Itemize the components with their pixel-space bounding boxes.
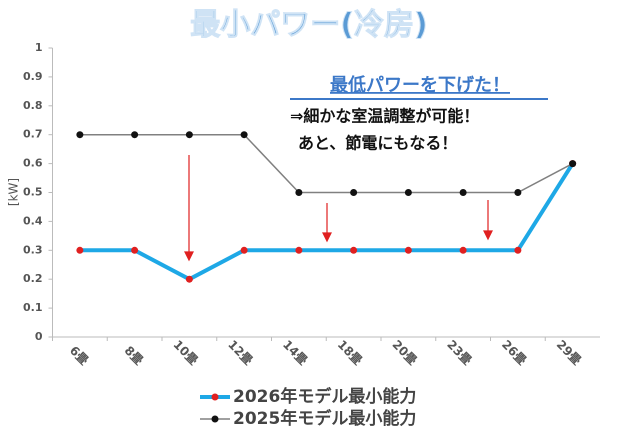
y-tick-label: 0.1	[23, 301, 43, 314]
data-point	[240, 131, 248, 139]
data-point	[569, 160, 577, 168]
data-point	[350, 189, 358, 196]
data-point	[404, 189, 412, 196]
data-point	[131, 246, 139, 254]
x-tick-label: 6畳	[67, 343, 91, 367]
y-tick-label: 1	[35, 41, 43, 54]
y-tick-label: 0.7	[23, 128, 43, 141]
data-point	[295, 189, 303, 196]
y-axis-label: [kW]	[7, 178, 21, 206]
series-line	[79, 133, 573, 194]
data-point	[404, 246, 412, 254]
data-point	[514, 246, 522, 254]
data-point	[240, 246, 248, 254]
data-point	[185, 131, 193, 139]
series-line	[79, 162, 575, 282]
data-point	[514, 189, 522, 196]
data-point	[459, 189, 467, 196]
data-point	[459, 246, 467, 254]
y-tick-label: 0.3	[23, 243, 43, 256]
data-point	[350, 246, 358, 254]
x-tick-label: 20畳	[389, 337, 419, 367]
x-tick-label: 18畳	[335, 337, 365, 367]
x-tick-label: 10畳	[170, 337, 200, 367]
legend-label: 2026年モデル最小能力	[233, 386, 416, 407]
x-tick-label: 12畳	[225, 337, 255, 367]
annotation: 最低パワーを下げた！	[330, 74, 510, 96]
x-tick-label: 26畳	[499, 337, 529, 367]
data-point	[76, 131, 84, 139]
x-tick-label: 8畳	[122, 343, 146, 367]
y-tick-label: 0.5	[23, 186, 43, 199]
y-tick-label: 0	[35, 330, 43, 343]
data-point	[185, 275, 193, 283]
x-tick-label: 14畳	[280, 337, 310, 367]
arrows	[184, 155, 493, 262]
legend-label: 2025年モデル最小能力	[233, 408, 416, 429]
y-tick-label: 0.9	[23, 70, 43, 83]
x-tick-label: 23畳	[444, 337, 474, 367]
chart-title: 最小パワー(冷房)	[190, 8, 427, 43]
data-point	[295, 246, 303, 254]
y-tick-label: 0.4	[23, 214, 43, 227]
legend-marker	[211, 393, 219, 401]
legend-marker	[211, 415, 219, 423]
data-point	[76, 246, 84, 254]
annotation: ⇒細かな室温調整が可能！	[290, 107, 479, 126]
x-tick-label: 29畳	[554, 337, 584, 367]
y-tick-label: 0.8	[23, 99, 43, 112]
y-tick-label: 0.6	[23, 157, 43, 170]
annotation: あと、節電にもなる！	[298, 134, 457, 153]
y-tick-label: 0.2	[23, 272, 43, 285]
data-point	[131, 131, 139, 139]
